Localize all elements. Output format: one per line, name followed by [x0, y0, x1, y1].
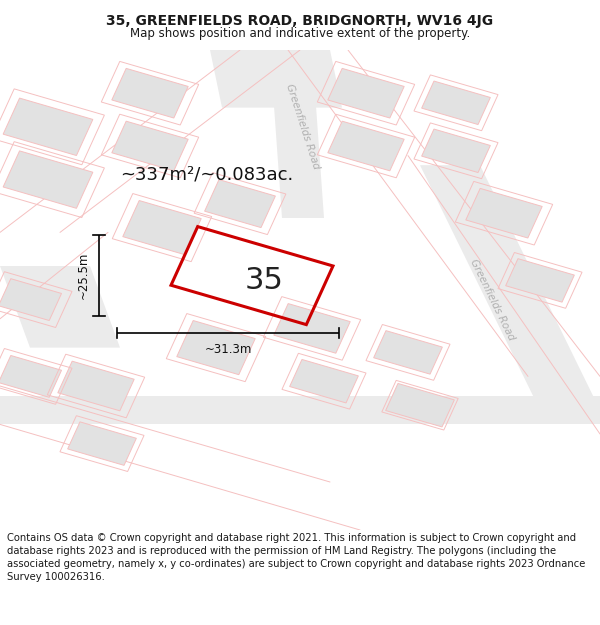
Polygon shape: [328, 68, 404, 118]
Polygon shape: [0, 356, 62, 398]
Text: Greenfields Road: Greenfields Road: [284, 83, 322, 171]
Polygon shape: [0, 266, 120, 348]
Polygon shape: [112, 121, 188, 171]
Polygon shape: [3, 151, 93, 208]
Text: Greenfields Road: Greenfields Road: [468, 258, 516, 342]
Text: Map shows position and indicative extent of the property.: Map shows position and indicative extent…: [130, 27, 470, 40]
Text: ~31.3m: ~31.3m: [205, 342, 251, 356]
Polygon shape: [177, 321, 255, 374]
Polygon shape: [422, 129, 490, 173]
Polygon shape: [270, 50, 324, 218]
Polygon shape: [466, 188, 542, 238]
Polygon shape: [0, 396, 600, 424]
Polygon shape: [210, 50, 342, 108]
Polygon shape: [58, 361, 134, 411]
Text: ~25.5m: ~25.5m: [77, 252, 90, 299]
Text: 35: 35: [245, 266, 283, 295]
Text: Contains OS data © Crown copyright and database right 2021. This information is : Contains OS data © Crown copyright and d…: [7, 533, 586, 582]
Polygon shape: [374, 331, 442, 374]
Polygon shape: [112, 68, 188, 118]
Polygon shape: [506, 259, 574, 302]
Text: ~337m²/~0.083ac.: ~337m²/~0.083ac.: [120, 166, 293, 184]
Polygon shape: [3, 98, 93, 156]
Text: 35, GREENFIELDS ROAD, BRIDGNORTH, WV16 4JG: 35, GREENFIELDS ROAD, BRIDGNORTH, WV16 4…: [106, 14, 494, 28]
Polygon shape: [0, 279, 62, 321]
Polygon shape: [328, 121, 404, 171]
Polygon shape: [420, 165, 600, 410]
Polygon shape: [422, 81, 490, 124]
Polygon shape: [290, 359, 358, 403]
Polygon shape: [205, 179, 275, 228]
Polygon shape: [274, 304, 350, 353]
Polygon shape: [123, 201, 201, 254]
Polygon shape: [68, 422, 136, 466]
Polygon shape: [386, 384, 454, 427]
